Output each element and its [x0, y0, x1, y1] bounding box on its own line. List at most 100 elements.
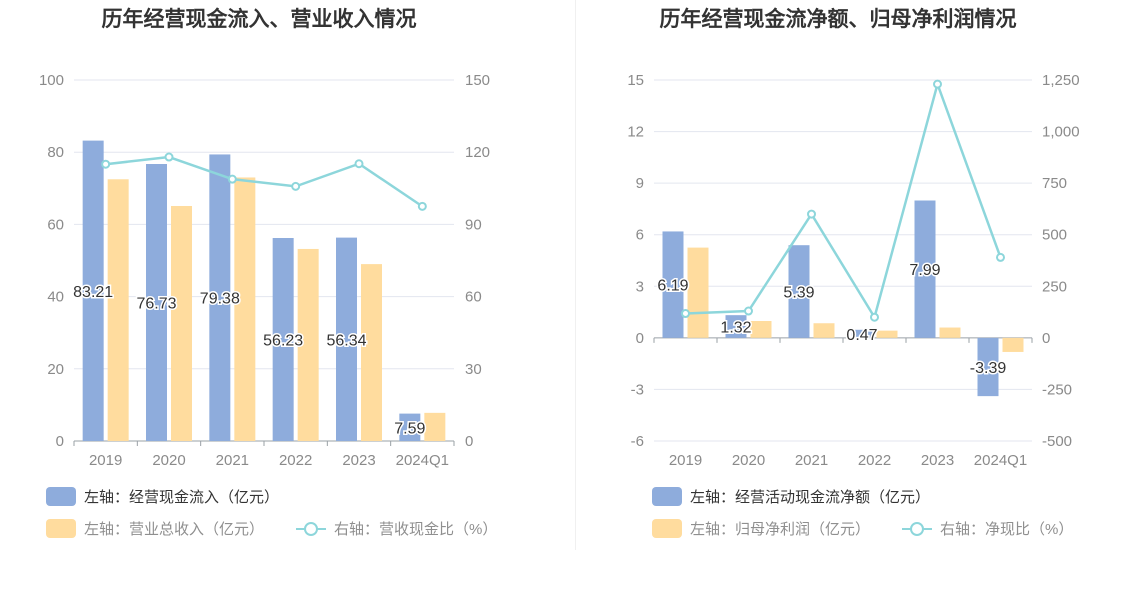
- legend-item[interactable]: 左轴：经营活动现金流净额（亿元）: [652, 486, 930, 507]
- legend-line-swatch: [902, 519, 932, 538]
- bar-data-label: 56.34: [326, 332, 366, 349]
- chart-title: 历年经营现金流净额、归母净利润情况: [660, 7, 1017, 31]
- legend-label: 左轴：经营现金流入（亿元）: [84, 489, 280, 506]
- right-axis-tick-label: 750: [1042, 175, 1067, 192]
- legend-item[interactable]: 右轴：净现比（%）: [902, 518, 1073, 539]
- bar-secondary: [107, 179, 129, 441]
- right-axis-tick-label: 120: [465, 144, 490, 161]
- ratio-point: [933, 79, 942, 89]
- x-axis-category-label: 2020: [732, 452, 765, 469]
- bar-secondary: [750, 321, 772, 338]
- left-axis-tick-label: 9: [636, 175, 644, 192]
- bar-data-label: 56.23: [263, 333, 303, 350]
- chart-panel-cashflow-revenue: 左轴：经营现金流入（亿元） 左轴：营业总收入（亿元） 右轴：营收现金比（%）: [46, 486, 497, 539]
- bar-primary: [725, 315, 747, 338]
- x-axis-category-label: 2023: [342, 452, 375, 469]
- right-axis-tick-label: 30: [465, 361, 482, 378]
- legend-label: 右轴：营收现金比（%）: [334, 521, 498, 538]
- bar-data-label: 7.59: [394, 420, 425, 437]
- bar-primary: [82, 140, 104, 442]
- left-axis-tick-label: -3: [631, 381, 644, 398]
- x-axis-category-label: 2019: [669, 452, 702, 469]
- bar-data-label: 79.38: [200, 291, 240, 308]
- x-axis-category-label: 2019: [89, 452, 122, 469]
- legend-color-swatch: [46, 487, 76, 506]
- ratio-point: [354, 159, 364, 169]
- legend-label: 右轴：净现比（%）: [940, 521, 1074, 538]
- bar-secondary: [171, 205, 192, 441]
- bar-primary: [272, 238, 294, 441]
- bar-primary: [209, 154, 231, 441]
- chart-1: 历年经营现金流入、营业收入情况 0 20 40 60 80 100 0 30 60 90 120 150…: [39, 7, 490, 469]
- x-axis-category-label: 2024Q1: [396, 452, 449, 469]
- legend-color-swatch: [652, 487, 682, 506]
- right-axis-tick-label: 90: [465, 216, 482, 233]
- bar-secondary: [361, 264, 382, 441]
- x-axis-category-label: 2022: [858, 452, 891, 469]
- bar-primary: [914, 200, 936, 338]
- left-axis-tick-label: 0: [56, 433, 64, 450]
- right-axis-tick-label: 0: [1042, 330, 1050, 347]
- x-axis-category-label: 2020: [152, 452, 185, 469]
- legend-color-swatch: [652, 519, 682, 538]
- bar-secondary: [687, 247, 709, 338]
- ratio-point: [291, 181, 301, 191]
- bar-secondary: [234, 177, 256, 441]
- ratio-point: [101, 159, 111, 169]
- right-axis-tick-label: 500: [1042, 227, 1067, 244]
- bar-secondary: [424, 412, 446, 441]
- ratio-point: [807, 209, 816, 219]
- left-axis-tick-label: 40: [47, 289, 64, 306]
- ratio-point: [417, 201, 427, 211]
- ratio-point: [681, 309, 690, 319]
- bar-data-label: 1.32: [720, 320, 751, 337]
- bar-secondary: [297, 248, 319, 441]
- ratio-point: [996, 252, 1005, 262]
- right-axis-tick-label: -250: [1042, 381, 1072, 398]
- x-axis-category-label: 2021: [795, 452, 828, 469]
- right-axis-tick-label: 150: [465, 72, 490, 89]
- bar-primary: [336, 237, 357, 441]
- panel-divider: [575, 0, 576, 550]
- bar-secondary: [1002, 337, 1024, 352]
- ratio-point: [870, 312, 879, 322]
- legend-item[interactable]: 左轴：经营现金流入（亿元）: [46, 486, 279, 507]
- ratio-line: [105, 155, 424, 208]
- ratio-point: [744, 306, 753, 316]
- right-axis-tick-label: 1,250: [1042, 72, 1080, 89]
- bar-secondary: [813, 323, 835, 338]
- ratio-line: [685, 79, 1002, 321]
- left-axis-tick-label: 6: [636, 227, 644, 244]
- right-axis-tick-label: 250: [1042, 278, 1067, 295]
- legend-item[interactable]: 左轴：营业总收入（亿元）: [46, 518, 264, 539]
- legend-label: 左轴：经营活动现金流净额（亿元）: [690, 489, 931, 506]
- ratio-point: [164, 152, 174, 162]
- bar-data-label: 83.21: [73, 284, 113, 301]
- x-axis-category-label: 2021: [216, 452, 249, 469]
- left-axis-tick-label: 0: [636, 330, 644, 347]
- bar-data-label: 6.19: [657, 278, 688, 295]
- left-axis-tick-label: 15: [627, 72, 644, 89]
- left-axis-tick-label: 20: [47, 361, 64, 378]
- right-axis-tick-label: 0: [465, 433, 473, 450]
- chart-panel-netcash-profit: 左轴：经营活动现金流净额（亿元） 左轴：归母净利润（亿元） 右轴：净现比（%）: [574, 0, 1148, 589]
- left-axis-tick-label: 12: [627, 124, 644, 141]
- x-axis-category-label: 2022: [279, 452, 312, 469]
- bar-primary: [788, 245, 810, 338]
- legend-label: 左轴：营业总收入（亿元）: [84, 521, 265, 538]
- bar-primary: [851, 329, 873, 338]
- bar-primary: [399, 413, 421, 441]
- x-axis-category-label: 2024Q1: [974, 452, 1027, 469]
- legend-item[interactable]: 左轴：归母净利润（亿元）: [652, 518, 870, 539]
- bar-secondary: [876, 330, 898, 338]
- ratio-point: [227, 174, 237, 184]
- right-axis-tick-label: 1,000: [1042, 124, 1080, 141]
- bar-data-label: -3.39: [970, 360, 1007, 377]
- bar-primary: [662, 231, 684, 338]
- chart-title: 历年经营现金流入、营业收入情况: [102, 7, 417, 31]
- legend-item[interactable]: 右轴：营收现金比（%）: [296, 518, 497, 539]
- left-axis-tick-label: 3: [636, 278, 644, 295]
- legend-line-swatch: [296, 519, 326, 538]
- left-axis-tick-label: 100: [39, 72, 64, 89]
